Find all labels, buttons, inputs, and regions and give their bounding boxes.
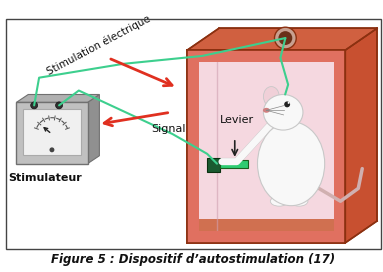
Polygon shape [16, 94, 99, 102]
Ellipse shape [263, 108, 270, 113]
Circle shape [275, 27, 296, 49]
Circle shape [288, 102, 290, 104]
Bar [16, 102, 87, 164]
Ellipse shape [270, 196, 288, 206]
Text: Figure 5 : Dispositif d’autostimulation (17): Figure 5 : Dispositif d’autostimulation … [51, 253, 336, 266]
Bar [207, 158, 220, 172]
Circle shape [284, 101, 290, 107]
Ellipse shape [264, 94, 303, 130]
Bar [189, 219, 344, 241]
Text: Signal: Signal [151, 124, 185, 134]
Ellipse shape [290, 196, 308, 206]
Bar [187, 231, 345, 243]
Text: Stimulation électrique: Stimulation électrique [45, 13, 152, 77]
Polygon shape [187, 28, 377, 50]
Bar [334, 50, 345, 243]
Bar [187, 50, 345, 243]
Bar [187, 50, 199, 243]
Ellipse shape [264, 86, 279, 106]
Text: Levier: Levier [220, 115, 254, 125]
Circle shape [278, 31, 292, 45]
Bar [187, 50, 345, 62]
Circle shape [49, 147, 54, 152]
Polygon shape [345, 28, 377, 243]
Circle shape [31, 102, 38, 109]
Polygon shape [87, 94, 99, 164]
Ellipse shape [257, 122, 325, 206]
Bar [220, 160, 248, 168]
Text: Stimulateur: Stimulateur [8, 172, 82, 183]
FancyBboxPatch shape [23, 109, 80, 155]
Circle shape [56, 102, 62, 109]
